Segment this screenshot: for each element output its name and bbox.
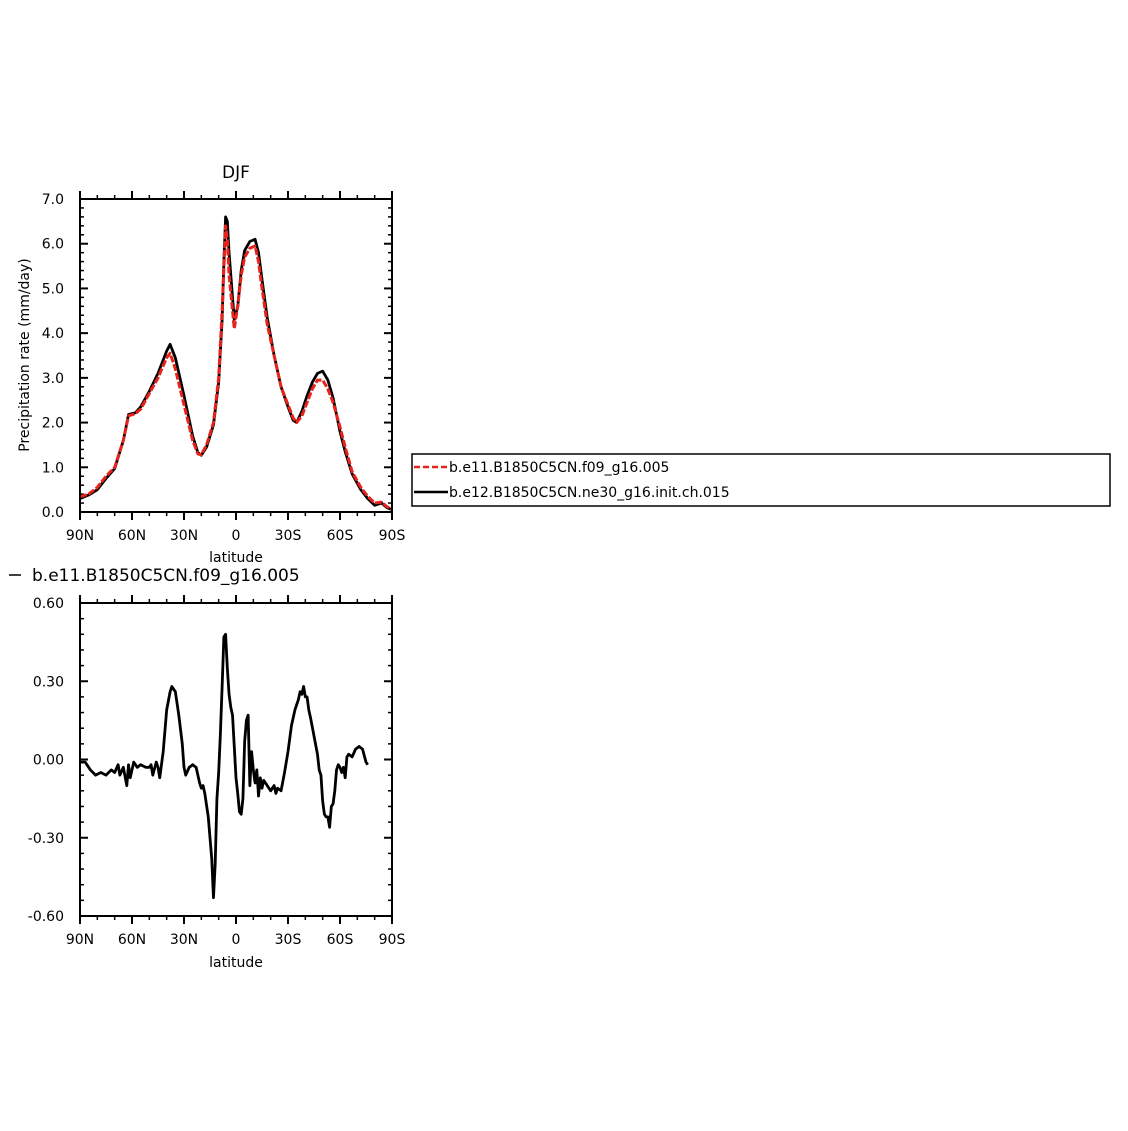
x-tick-label: 90S [379,528,406,544]
panel-bottom-series [80,632,369,900]
y-tick-label: 2.0 [42,416,64,432]
panel-top: DJF latitude Precipitation rate (mm/day)… [17,163,405,566]
series-line-1 [79,224,393,511]
panel-bottom-xlabel: latitude [209,955,263,971]
x-tick-label: 30N [170,528,198,544]
x-tick-label: 0 [232,528,241,544]
y-tick-label: -0.30 [28,831,64,847]
legend-label-2: b.e12.B1850C5CN.ne30_g16.init.ch.015 [449,485,730,501]
panel-bottom-title: b.e11.B1850C5CN.f09_g16.005 [32,566,300,586]
y-tick-label: 7.0 [42,192,64,208]
y-tick-label: 3.0 [42,371,64,387]
panel-bottom-x-ticks: 90N 60N 30N 0 30S 60S 90S [66,595,406,948]
x-tick-label: 60N [118,528,146,544]
panel-top-x-ticks: 90N 60N 30N 0 30S 60S 90S [66,191,406,544]
x-tick-label: 60S [327,932,354,948]
panel-bottom: b.e11.B1850C5CN.f09_g16.005 latitude -0.… [9,566,405,971]
panel-top-title: DJF [222,163,250,183]
x-tick-label: 90S [379,932,406,948]
y-tick-label: 5.0 [42,281,64,297]
series-line-1 [80,632,369,900]
panel-top-ylabel: Precipitation rate (mm/day) [17,258,33,452]
panel-top-xlabel: latitude [209,550,263,566]
x-tick-label: 30S [275,932,302,948]
y-tick-label: 6.0 [42,237,64,253]
panel-top-y-ticks: 0.0 1.0 2.0 3.0 4.0 5.0 6.0 7.0 [42,192,392,521]
x-tick-label: 90N [66,528,94,544]
y-tick-label: 0.60 [33,596,64,612]
x-tick-label: 90N [66,932,94,948]
x-tick-label: 30N [170,932,198,948]
panel-bottom-y-ticks: -0.60 -0.30 0.00 0.30 0.60 [28,596,392,925]
x-tick-label: 60N [118,932,146,948]
panel-top-series [79,215,393,512]
y-tick-label: 1.0 [42,460,64,476]
x-tick-label: 0 [232,932,241,948]
y-tick-label: 0.00 [33,753,64,769]
y-tick-label: 0.0 [42,505,64,521]
x-tick-label: 30S [275,528,302,544]
panel-bottom-frame [79,602,393,917]
y-tick-label: 0.30 [33,674,64,690]
legend-box [411,453,1111,507]
panel-top-frame [79,198,393,513]
legend: b.e11.B1850C5CN.f09_g16.005 b.e12.B1850C… [411,453,1111,507]
y-tick-label: 4.0 [42,326,64,342]
legend-label-1: b.e11.B1850C5CN.f09_g16.005 [449,460,669,476]
y-tick-label: -0.60 [28,909,64,925]
series-line-2 [79,215,393,512]
x-tick-label: 60S [327,528,354,544]
